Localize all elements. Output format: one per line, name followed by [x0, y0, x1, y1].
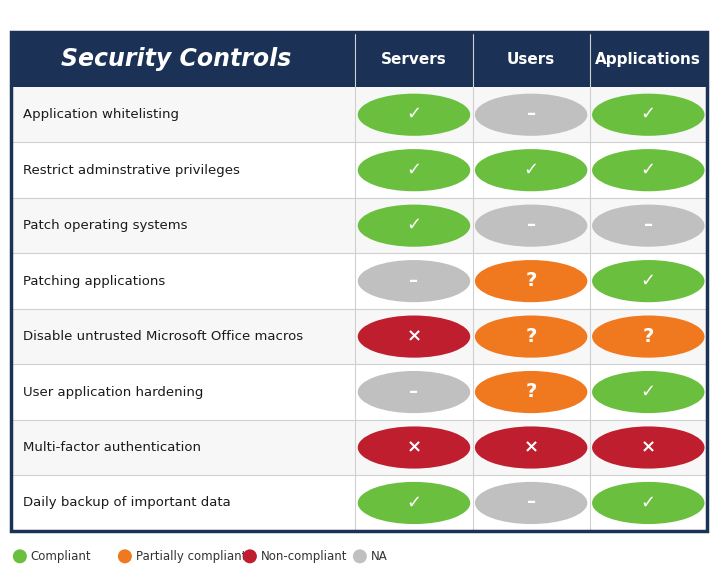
Ellipse shape [475, 205, 587, 246]
Text: ✓: ✓ [407, 494, 421, 512]
Text: ✓: ✓ [641, 383, 656, 401]
Ellipse shape [475, 93, 587, 136]
Text: ×: × [523, 438, 539, 456]
Bar [11, 32, 707, 87]
Text: ✓: ✓ [641, 271, 656, 289]
Ellipse shape [357, 371, 471, 413]
Ellipse shape [243, 549, 257, 563]
Text: –: – [526, 105, 536, 123]
Text: ?: ? [526, 382, 536, 401]
Text: ✓: ✓ [641, 494, 656, 512]
Ellipse shape [118, 549, 132, 563]
Text: ✓: ✓ [407, 216, 421, 234]
Bar [11, 309, 707, 364]
Ellipse shape [475, 149, 587, 191]
Ellipse shape [592, 371, 705, 413]
Text: ?: ? [526, 327, 536, 346]
Text: Compliant: Compliant [31, 550, 91, 563]
Ellipse shape [357, 316, 471, 358]
Bar [11, 198, 707, 253]
Ellipse shape [475, 260, 587, 302]
Bar [11, 87, 707, 143]
Ellipse shape [357, 205, 471, 246]
Bar [11, 143, 707, 198]
Ellipse shape [592, 482, 705, 524]
Text: Patch operating systems: Patch operating systems [23, 219, 187, 232]
Text: ?: ? [642, 327, 654, 346]
Ellipse shape [592, 260, 705, 302]
Text: Restrict adminstrative privileges: Restrict adminstrative privileges [23, 164, 240, 177]
Text: ?: ? [526, 271, 536, 290]
Text: Servers: Servers [381, 52, 447, 67]
Text: Security Controls: Security Controls [61, 48, 291, 71]
Text: –: – [526, 216, 536, 234]
Text: Partially compliant: Partially compliant [136, 550, 246, 563]
Text: ×: × [407, 438, 421, 456]
Ellipse shape [592, 205, 705, 246]
Text: User application hardening: User application hardening [23, 386, 203, 398]
Bar [11, 364, 707, 420]
Ellipse shape [13, 549, 27, 563]
Text: ×: × [641, 438, 656, 456]
Bar [11, 253, 707, 309]
Text: –: – [410, 383, 418, 401]
Text: Disable untrusted Microsoft Office macros: Disable untrusted Microsoft Office macro… [23, 330, 303, 343]
Ellipse shape [475, 426, 587, 469]
Bar [11, 420, 707, 475]
Text: Application whitelisting: Application whitelisting [23, 108, 179, 121]
Ellipse shape [475, 482, 587, 524]
Ellipse shape [592, 426, 705, 469]
Ellipse shape [357, 149, 471, 191]
Text: ✓: ✓ [641, 161, 656, 179]
Text: –: – [526, 494, 536, 512]
Ellipse shape [475, 371, 587, 413]
Text: Daily backup of important data: Daily backup of important data [23, 496, 231, 509]
Ellipse shape [592, 149, 705, 191]
Text: NA: NA [371, 550, 388, 563]
Text: ✓: ✓ [407, 105, 421, 123]
Text: Non-compliant: Non-compliant [261, 550, 347, 563]
Ellipse shape [353, 549, 367, 563]
Ellipse shape [357, 93, 471, 136]
Text: ×: × [407, 327, 421, 345]
Text: Users: Users [507, 52, 555, 67]
Text: ✓: ✓ [641, 105, 656, 123]
Ellipse shape [475, 316, 587, 358]
Ellipse shape [357, 426, 471, 469]
Text: Applications: Applications [595, 52, 701, 67]
Ellipse shape [357, 260, 471, 302]
Text: –: – [410, 271, 418, 289]
Text: Multi-factor authentication: Multi-factor authentication [23, 441, 201, 454]
Text: Patching applications: Patching applications [23, 274, 165, 288]
Text: ✓: ✓ [407, 161, 421, 179]
Ellipse shape [357, 482, 471, 524]
Text: –: – [644, 216, 652, 234]
Text: ✓: ✓ [523, 161, 539, 179]
Bar [11, 475, 707, 531]
Ellipse shape [592, 316, 705, 358]
Bar [11, 32, 707, 531]
Ellipse shape [592, 93, 705, 136]
